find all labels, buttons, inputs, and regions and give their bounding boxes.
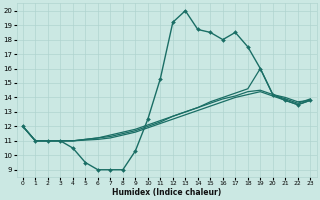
X-axis label: Humidex (Indice chaleur): Humidex (Indice chaleur) bbox=[112, 188, 221, 197]
